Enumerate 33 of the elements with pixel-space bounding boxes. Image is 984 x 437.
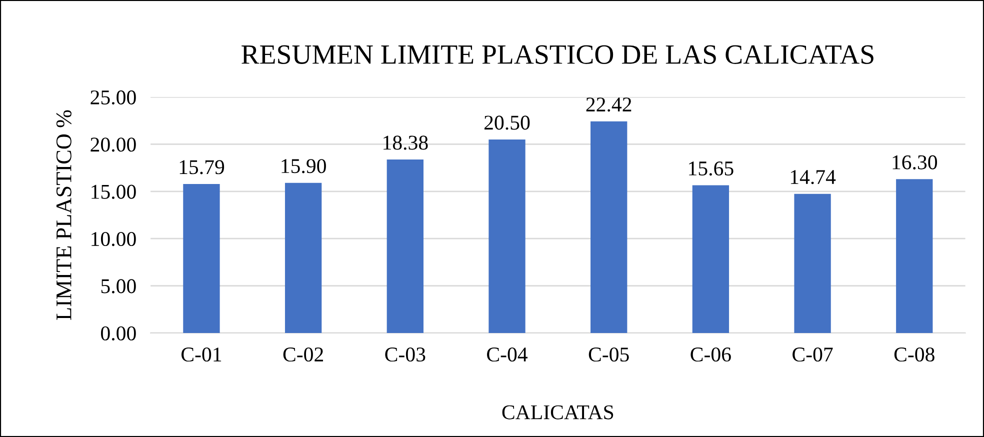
x-tick-label: C-07 [792,347,833,362]
data-label: 18.38 [384,136,428,150]
x-tick-label: C-01 [181,347,222,362]
bar [386,160,424,333]
y-tick-label: 5.00 [101,279,136,294]
bar [794,194,831,333]
bar [692,185,730,333]
y-tick-label: 15.00 [92,184,136,199]
data-label: 15.65 [689,161,734,176]
data-label: 15.79 [180,160,224,174]
bar [284,182,322,333]
x-tick-label: C-04 [487,347,528,362]
x-tick-label: C-06 [690,347,731,362]
bar [488,139,526,333]
bar [590,121,628,333]
data-label: 22.42 [586,98,632,112]
x-tick-label: C-05 [588,347,629,362]
y-tick-label: 20.00 [90,138,136,152]
chart-title: RESUMEN LIMITE PLASTICO DE LAS CALICATAS [242,45,874,64]
y-axis-title: LIMITE PLASTICO % [56,110,72,320]
y-tick-label: 10.00 [92,232,136,246]
data-label: 20.50 [484,116,530,130]
bar [896,179,933,333]
y-tick-label: 25.00 [90,90,136,105]
x-tick-label: C-02 [283,347,323,362]
x-axis-title: CALICATAS [502,405,614,420]
data-label: 16.30 [892,155,938,170]
y-tick-label: 0.00 [101,326,136,341]
data-label: 15.90 [282,159,326,174]
data-label: 14.74 [790,170,836,184]
x-tick-label: C-03 [385,347,426,362]
x-tick-label: C-08 [894,347,934,362]
bar [183,184,220,333]
